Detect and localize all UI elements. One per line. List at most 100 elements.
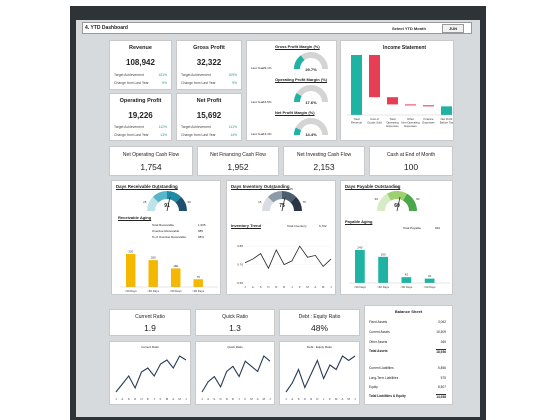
x-tick-label: M [263, 397, 266, 401]
header-bar [82, 22, 472, 34]
x-tick-label: J [201, 397, 203, 401]
aging-category-label: <60 Days [147, 289, 159, 293]
x-tick-label: D [147, 397, 149, 401]
x-tick-label: J [185, 397, 187, 401]
aging-bar [126, 253, 136, 287]
x-tick-label: O [219, 397, 222, 401]
kpi-card-operating-profit: Operating Profit 19,226 Target Achieveme… [109, 93, 172, 141]
x-tick-label: J [354, 397, 356, 401]
aging-category-label: <90 Days [170, 289, 182, 293]
x-tick-label: J [269, 397, 271, 401]
x-tick-label: N [310, 397, 312, 401]
total-inventory-value: 6,702 [319, 224, 327, 228]
x-tick-label: D [283, 285, 285, 289]
x-tick-label: A [342, 397, 344, 401]
payable-panel: Days Payable Outstanding 30 45 60 60 Payab… [340, 180, 453, 295]
balance-row-label: Total Liabilities & Equity [369, 394, 406, 398]
ratio-trend-line [285, 355, 356, 393]
gauge-tick-label: 45 [395, 185, 399, 189]
gauge-needle [281, 196, 286, 212]
gauge-needle [396, 196, 401, 212]
change-label: Change from Last Year [181, 81, 216, 85]
income-category-label: Goods Sold [367, 120, 382, 124]
target-pct: 109% [228, 73, 237, 77]
balance-row-value: 575 [440, 376, 446, 380]
income-category-label: Non-Operating [401, 120, 420, 124]
balance-sheet-panel: Balance Sheet Fixed Assets 3,062 Current A… [364, 305, 453, 405]
payable-gauge: 30 45 60 [375, 185, 420, 212]
kpi-title: Operating Profit [119, 98, 162, 104]
target-pct: 112% [158, 125, 167, 129]
month-selector-label: Select YTD Month [392, 26, 426, 31]
aging-category-label: <30 Days [125, 289, 137, 293]
x-tick-label: A [252, 285, 254, 289]
x-tick-label: A [172, 397, 174, 401]
balance-row-value: 15,509 [436, 330, 446, 334]
margins-panel: Gross Profit Margin (%) Last Year 29.1% … [246, 40, 337, 141]
x-tick-label: M [178, 397, 181, 401]
page-title: 4. YTD Dashboard [85, 25, 128, 31]
x-tick-label: S [260, 285, 262, 289]
aging-bar [424, 278, 435, 283]
month-select[interactable]: JUN [442, 24, 464, 33]
ratio-title: Debt : Equity Ratio [298, 314, 341, 320]
cash-title: Net Investing Cash Flow [296, 152, 352, 158]
receivable-gauge: 25 30 60 90 [143, 187, 191, 212]
balance-row-label: Current Liabilities [369, 366, 394, 370]
x-tick-label: O [267, 285, 270, 289]
aging-category-label: <60 Days [377, 285, 389, 289]
inventory-title: Days Inventory Outstanding [231, 184, 290, 189]
x-tick-label: N [226, 397, 228, 401]
gauge-value: 91 [164, 203, 170, 209]
income-bar [369, 55, 380, 98]
kpi-card-net-profit: Net Profit 15,692 Target Achievement 111… [176, 93, 242, 141]
ratio-chart-title: Current Ratio [141, 345, 159, 349]
total-receivable-label: Total Receivable [152, 223, 175, 227]
change-label: Change from Last Year [114, 81, 149, 85]
x-tick-label: J [153, 397, 155, 401]
gauge-operating-margin [294, 85, 328, 103]
x-tick-label: A [121, 397, 123, 401]
receivable-panel: Days Receivable Outstanding 25 30 60 90 91 … [111, 180, 221, 295]
margin-title: Operating Profit Margin (%) [275, 77, 327, 82]
inventory-gauge: 15 30 45 75 [258, 187, 306, 212]
aging-bar [193, 279, 203, 287]
gauge-tick-label: 15 [258, 200, 262, 204]
x-tick-label: J [238, 397, 240, 401]
y-tick-label: 0.60 [237, 281, 243, 285]
gauge-tick-label: 30 [156, 187, 160, 191]
x-tick-label: A [257, 397, 259, 401]
receivable-title: Days Receivable Outstanding [116, 184, 178, 189]
gauge-tick-label: 30 [375, 197, 379, 201]
gauge-segment [281, 191, 297, 203]
balance-row-value: 8,507 [438, 385, 446, 389]
ratio-card: Debt : Equity Ratio 48% [279, 309, 360, 336]
ratio-title: Current Ratio [135, 314, 165, 320]
income-bar [441, 106, 452, 115]
cash-card: Cash at End of Month 100 [369, 146, 453, 176]
overdue-pct-label: % of Overdue Receivable [152, 235, 187, 239]
x-tick-label: M [166, 397, 169, 401]
income-category-label: Expenses [386, 124, 399, 128]
balance-row-label: Fixed Assets [369, 320, 388, 324]
x-tick-label: F [244, 397, 246, 401]
aging-bar [355, 249, 365, 283]
gauge-segment [267, 191, 283, 203]
change-label: Change from Last Year [181, 133, 216, 137]
balance-row-label: Current Assets [369, 330, 390, 334]
cash-value: 1,754 [140, 162, 162, 172]
x-tick-label: J [291, 285, 293, 289]
gauge-tick-label: 30 [271, 187, 275, 191]
x-tick-label: J [244, 285, 246, 289]
aging-bar-value: 32 [428, 274, 432, 278]
x-tick-label: J [330, 285, 332, 289]
kpi-value: 32,322 [196, 58, 222, 67]
gauge-tick-label: 60 [416, 197, 420, 201]
kpi-value: 19,226 [128, 111, 153, 120]
total-payable-label: Total Payable [403, 226, 422, 230]
gauge-value: 17.6% [305, 100, 317, 105]
overdue-pct-value: 68% [198, 235, 205, 239]
x-tick-label: M [306, 285, 309, 289]
